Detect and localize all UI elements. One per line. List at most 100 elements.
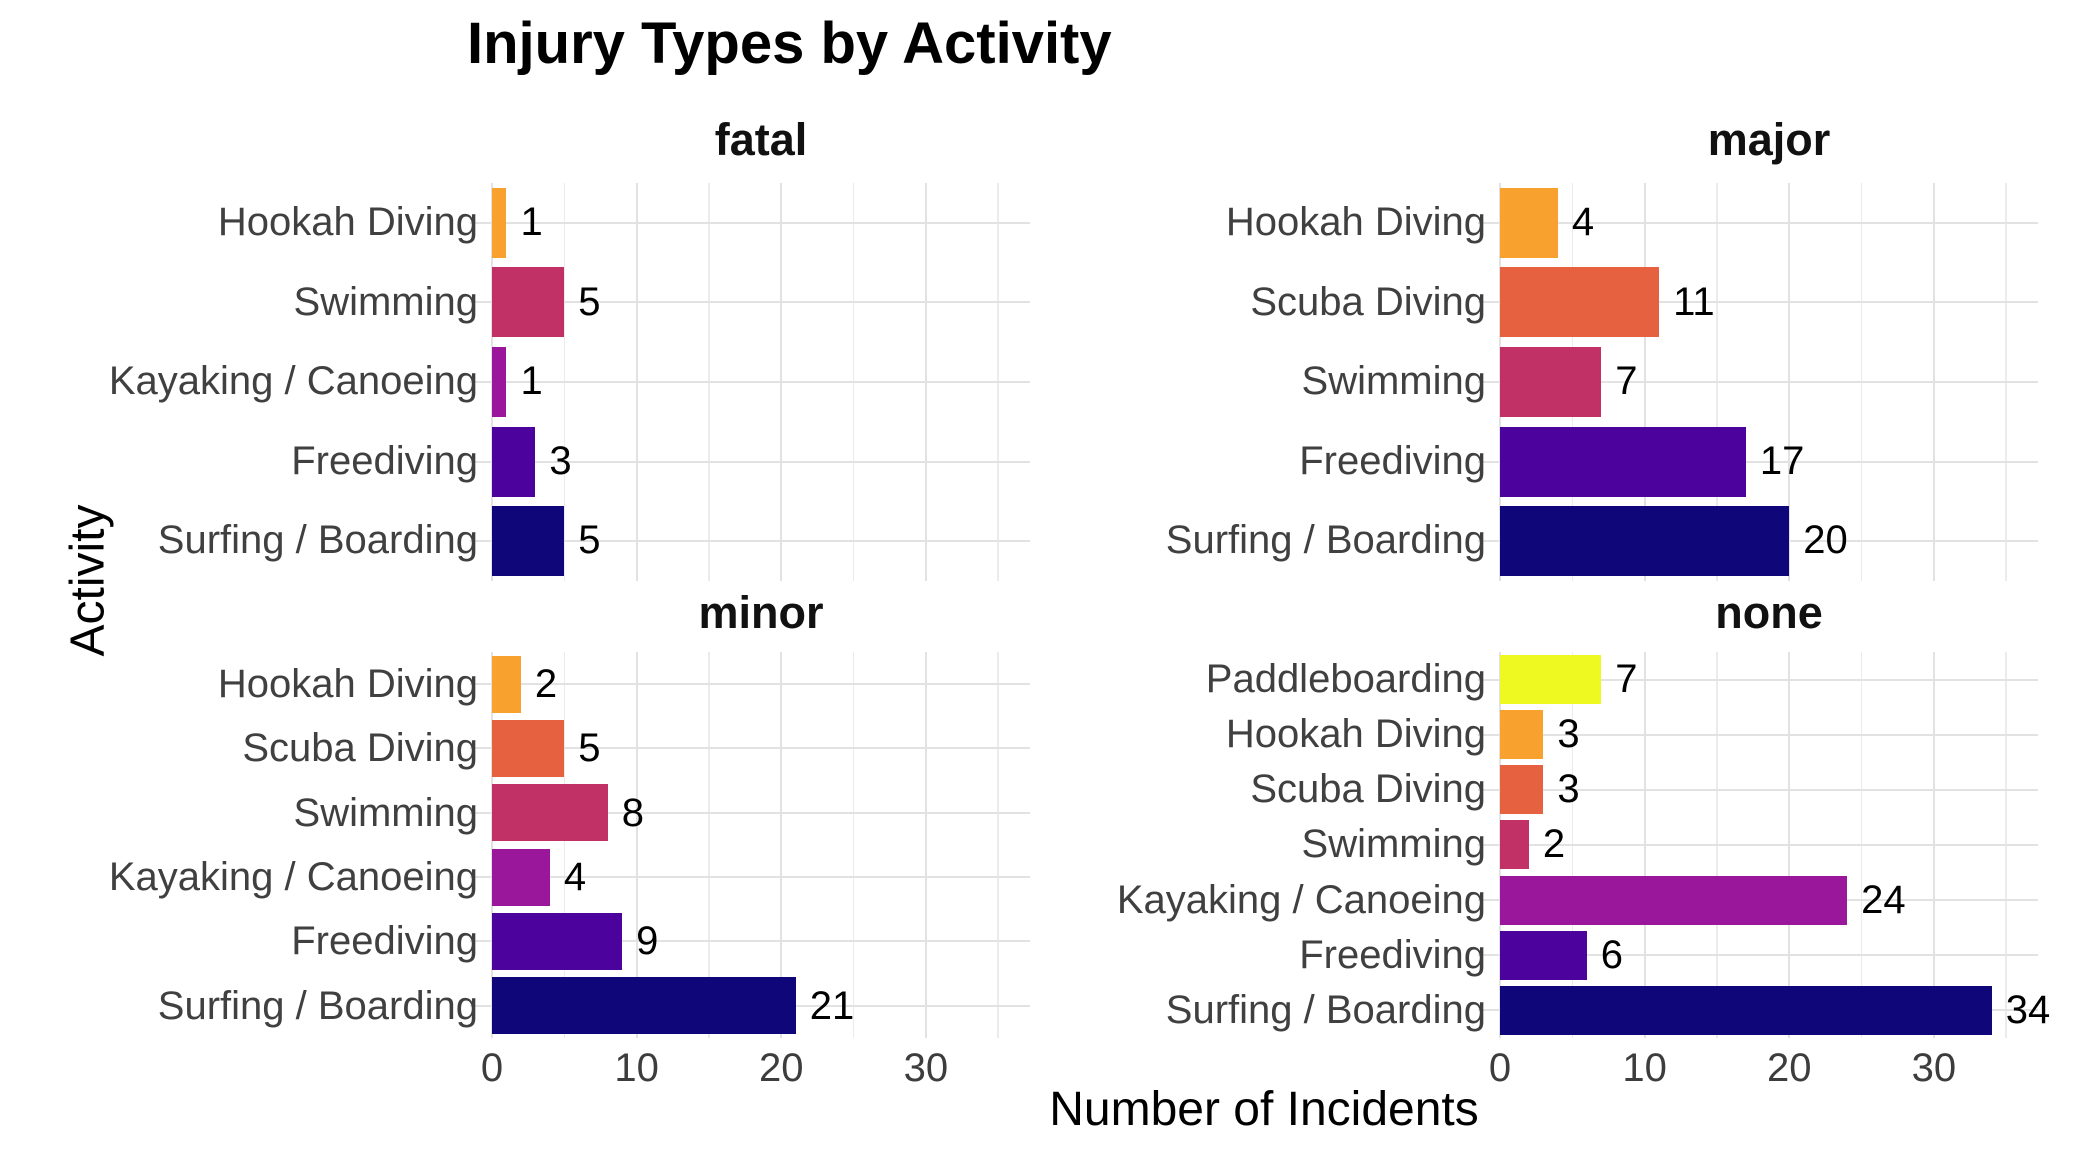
gridline-horizontal (1500, 301, 2038, 304)
y-axis-tick (1478, 380, 1500, 383)
bar-none (1500, 765, 1544, 815)
x-tick-label: 30 (903, 1046, 949, 1090)
value-label: 2 (1542, 822, 1566, 867)
bar-minor (492, 848, 550, 906)
bar-minor (492, 912, 623, 970)
facet-panel-none: Paddleboarding 7 Hookah Diving 3 Scuba Divin… (1098, 652, 2050, 1038)
gridline-horizontal (492, 811, 1030, 814)
facet-title-none: none (1715, 587, 1823, 638)
facet-title-minor: minor (698, 587, 824, 638)
bar-major (1500, 426, 1746, 497)
value-label: 3 (549, 438, 572, 483)
bar-none (1500, 655, 1602, 705)
category-label: Swimming (1301, 822, 1486, 867)
category-row: Hookah Diving 3 (1098, 707, 2038, 762)
gridline-vertical (780, 652, 783, 1038)
value-label: 4 (1571, 200, 1595, 244)
category-label: Surfing / Boarding (1165, 518, 1486, 563)
bar-none (1500, 930, 1587, 980)
gridline-vertical (635, 652, 638, 1038)
category-label: Freediving (291, 438, 478, 483)
value-label: 6 (1600, 932, 1624, 977)
y-axis-tick (470, 876, 492, 879)
gridline-horizontal (492, 683, 1030, 686)
category-label: Swimming (293, 790, 478, 835)
gridline-vertical (708, 652, 710, 1038)
gridline-horizontal (492, 747, 1030, 750)
y-axis-tick (470, 460, 492, 463)
x-tick-label: 10 (1622, 1046, 1667, 1090)
category-label: Paddleboarding (1205, 657, 1486, 701)
gridline-horizontal (1500, 843, 2038, 846)
value-label: 24 (1861, 877, 1906, 922)
gridline-horizontal (1500, 221, 2038, 224)
gridline-vertical (997, 652, 999, 1038)
category-row: Swimming 7 (1098, 342, 2038, 422)
value-label: 7 (1615, 657, 1638, 701)
y-axis-tick (1478, 460, 1500, 463)
gridline-horizontal (492, 940, 1030, 943)
gridline-horizontal (492, 540, 1030, 543)
gridline-horizontal (492, 380, 1030, 383)
value-label: 3 (1557, 712, 1580, 757)
facet-panel-minor: Hookah Diving 2 Scuba Diving 5 Swimming 8 Kaya… (90, 652, 1030, 1038)
category-row: Freediving 17 (1098, 422, 2038, 502)
bar-major (1500, 346, 1602, 417)
category-label: Surfing / Boarding (1165, 987, 1486, 1032)
y-axis-tick (470, 301, 492, 304)
category-label: Freediving (1299, 932, 1486, 977)
gridline-vertical (563, 652, 566, 1038)
category-row: Scuba Diving 5 (90, 716, 1030, 780)
bar-fatal (492, 346, 507, 417)
category-label: Kayaking / Canoeing (108, 855, 478, 899)
bar-none (1500, 710, 1544, 760)
gridline-horizontal (1500, 380, 2038, 383)
y-axis-tick (1478, 678, 1500, 681)
gridline-horizontal (1500, 788, 2038, 791)
gridline-horizontal (1500, 733, 2038, 736)
value-label: 3 (1557, 767, 1580, 812)
y-axis-tick (1478, 221, 1500, 224)
y-axis-tick (470, 221, 492, 224)
category-row: Surfing / Boarding 34 (1098, 983, 2050, 1038)
bar-major (1500, 267, 1660, 338)
x-tick-label: 20 (1766, 1046, 1812, 1090)
value-label: 8 (621, 790, 644, 835)
value-label: 1 (520, 200, 543, 244)
gridline-horizontal (1500, 678, 2038, 681)
facet-title-major: major (1707, 114, 1831, 165)
gridline-horizontal (1500, 460, 2038, 463)
gridline-horizontal (492, 876, 1030, 879)
gridline-vertical (491, 652, 493, 1038)
value-label: 5 (578, 726, 601, 771)
facet-panel-major: Hookah Diving 4 Scuba Diving 11 Swimming 7 Fre… (1098, 183, 2038, 581)
gridline-horizontal (492, 221, 1030, 224)
category-row: Paddleboarding 7 (1098, 652, 2038, 707)
x-tick-label: 10 (614, 1046, 659, 1090)
value-label: 11 (1673, 279, 1715, 324)
gridline-vertical (924, 652, 927, 1038)
bar-none (1500, 820, 1529, 870)
category-row: Freediving 6 (1098, 928, 2038, 983)
category-label: Kayaking / Canoeing (108, 359, 478, 404)
category-label: Freediving (291, 919, 478, 964)
category-row: Hookah Diving 2 (90, 652, 1030, 716)
y-axis-tick (470, 811, 492, 814)
category-label: Swimming (293, 279, 478, 324)
category-row: Surfing / Boarding 20 (1098, 501, 2038, 581)
y-axis-tick (1478, 843, 1500, 846)
y-axis-tick (1478, 899, 1500, 902)
gridline-horizontal (492, 301, 1030, 304)
facet-panel-fatal: Hookah Diving 1 Swimming 5 Kayaking / Canoei… (90, 183, 1030, 581)
category-row: Surfing / Boarding 21 (90, 974, 1030, 1038)
category-label: Surfing / Boarding (157, 518, 478, 563)
y-axis-tick (1478, 788, 1500, 791)
bar-minor (492, 784, 608, 842)
category-label: Scuba Diving (242, 726, 478, 771)
category-row: Surfing / Boarding 5 (90, 501, 1030, 581)
value-label: 7 (1615, 359, 1638, 404)
value-label: 1 (520, 359, 543, 404)
value-label: 9 (636, 919, 659, 964)
category-label: Hookah Diving (1225, 712, 1486, 757)
